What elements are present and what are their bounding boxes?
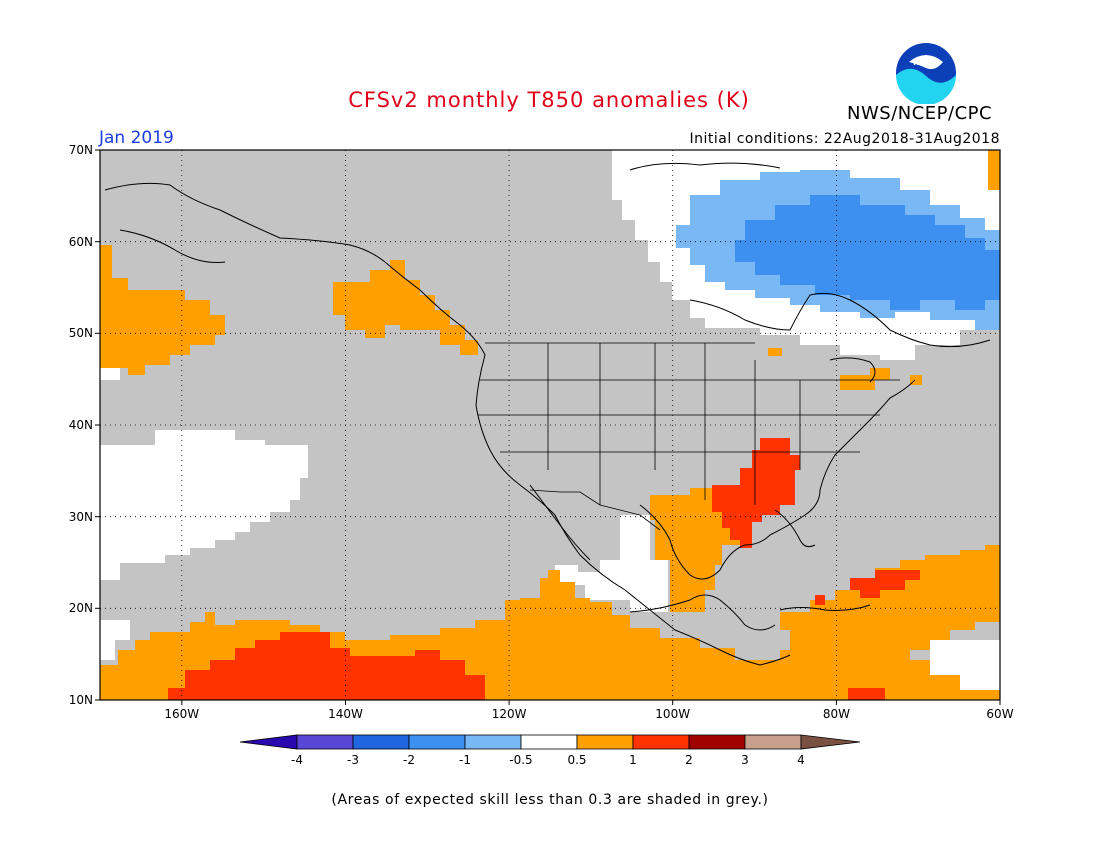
colorbar-cell xyxy=(520,734,578,750)
colorbar-label: -1 xyxy=(459,753,471,767)
colorbar-cell xyxy=(296,734,354,750)
colorbar-cell xyxy=(352,734,410,750)
cold-anomaly-medium xyxy=(735,195,1000,310)
colorbar-label: 0.5 xyxy=(567,753,586,767)
cuba-coastline xyxy=(779,604,871,611)
logo-text: NOAA xyxy=(913,58,939,67)
colorbar-cell xyxy=(632,734,690,750)
lat-label-20: 20N xyxy=(69,601,93,615)
lat-label-10: 10N xyxy=(69,693,93,707)
lon-label-120: 120W xyxy=(492,707,527,721)
grid-lines xyxy=(100,150,1000,700)
pacific-coastline xyxy=(104,182,791,666)
white-region-west xyxy=(100,620,130,660)
colorbar-left-arrow xyxy=(239,734,298,750)
white-region-caribbean xyxy=(930,640,1000,690)
initial-conditions: Initial conditions: 22Aug2018-31Aug2018 xyxy=(689,131,1000,147)
colorbar-label: 3 xyxy=(741,753,749,767)
skill-footnote: (Areas of expected skill less than 0.3 a… xyxy=(331,792,769,808)
colorbar-cell xyxy=(464,734,522,750)
forecast-month: Jan 2019 xyxy=(99,128,174,148)
strong-warm-dot xyxy=(815,595,825,605)
great-lakes-coastline xyxy=(829,357,876,383)
political-borders xyxy=(478,342,900,531)
colorbar-label: 4 xyxy=(797,753,805,767)
colorbar-label: -3 xyxy=(347,753,359,767)
lon-label-60: 60W xyxy=(986,707,1013,721)
lat-label-30: 30N xyxy=(69,510,93,524)
gulf-atlantic-coastline xyxy=(639,379,916,580)
white-region-pacific xyxy=(100,430,308,580)
colorbar xyxy=(239,734,861,750)
lon-label-100: 100W xyxy=(655,707,690,721)
colorbar-cell xyxy=(408,734,466,750)
white-region-mexico xyxy=(555,515,668,612)
lon-label-80: 80W xyxy=(823,707,850,721)
hudson-bay-coastline xyxy=(689,292,991,348)
lat-label-60: 60N xyxy=(69,235,93,249)
lon-labels: 160W 140W 120W 100W 80W 60W xyxy=(164,707,1013,721)
florida-coastline xyxy=(774,509,816,548)
warm-region-bc-coast xyxy=(333,260,478,355)
logo-wave xyxy=(896,68,956,104)
colorbar-cell xyxy=(576,734,634,750)
logo-gull xyxy=(909,55,943,70)
chart-title: CFSv2 monthly T850 anomalies (K) xyxy=(348,88,750,112)
colorbar-cell xyxy=(688,734,746,750)
colorbar-labels: -4 -3 -2 -1 -0.5 0.5 1 2 3 4 xyxy=(291,753,805,767)
anomaly-map: 70N 60N 50N 40N 30N 20N 10N 160W 140W 12… xyxy=(69,143,1014,767)
lat-label-40: 40N xyxy=(69,418,93,432)
alaska-coastline xyxy=(119,229,226,263)
coastlines xyxy=(104,162,991,666)
colorbar-label: -2 xyxy=(403,753,415,767)
map-field xyxy=(100,150,1000,700)
strong-warm-se-corner xyxy=(848,688,885,700)
colorbar-label: -4 xyxy=(291,753,303,767)
colorbar-cell xyxy=(744,734,802,750)
colorbar-label: 1 xyxy=(629,753,637,767)
strong-warm-pacific xyxy=(168,632,485,700)
lon-ticks xyxy=(181,700,1001,705)
lat-ticks xyxy=(95,149,100,701)
warm-region-ne-1 xyxy=(840,368,890,390)
lon-label-160: 160W xyxy=(164,707,199,721)
agency-label: NWS/NCEP/CPC xyxy=(847,103,993,124)
colorbar-label: 2 xyxy=(685,753,693,767)
warm-region-greatlakes xyxy=(768,348,782,356)
lat-label-70: 70N xyxy=(69,143,93,157)
colorbar-right-arrow xyxy=(800,734,861,750)
colorbar-label: -0.5 xyxy=(509,753,532,767)
lon-label-140: 140W xyxy=(328,707,363,721)
strong-warm-southeast xyxy=(712,438,800,548)
lat-labels: 70N 60N 50N 40N 30N 20N 10N xyxy=(69,143,93,707)
warm-region-arctic-edge xyxy=(988,150,1000,190)
lat-label-50: 50N xyxy=(69,326,93,340)
strong-warm-caribbean xyxy=(850,570,920,598)
arctic-coastline xyxy=(629,162,781,171)
baja-coastline xyxy=(529,484,591,561)
noaa-logo: NOAA xyxy=(896,43,956,104)
warm-region-gulf-of-alaska xyxy=(100,245,225,375)
